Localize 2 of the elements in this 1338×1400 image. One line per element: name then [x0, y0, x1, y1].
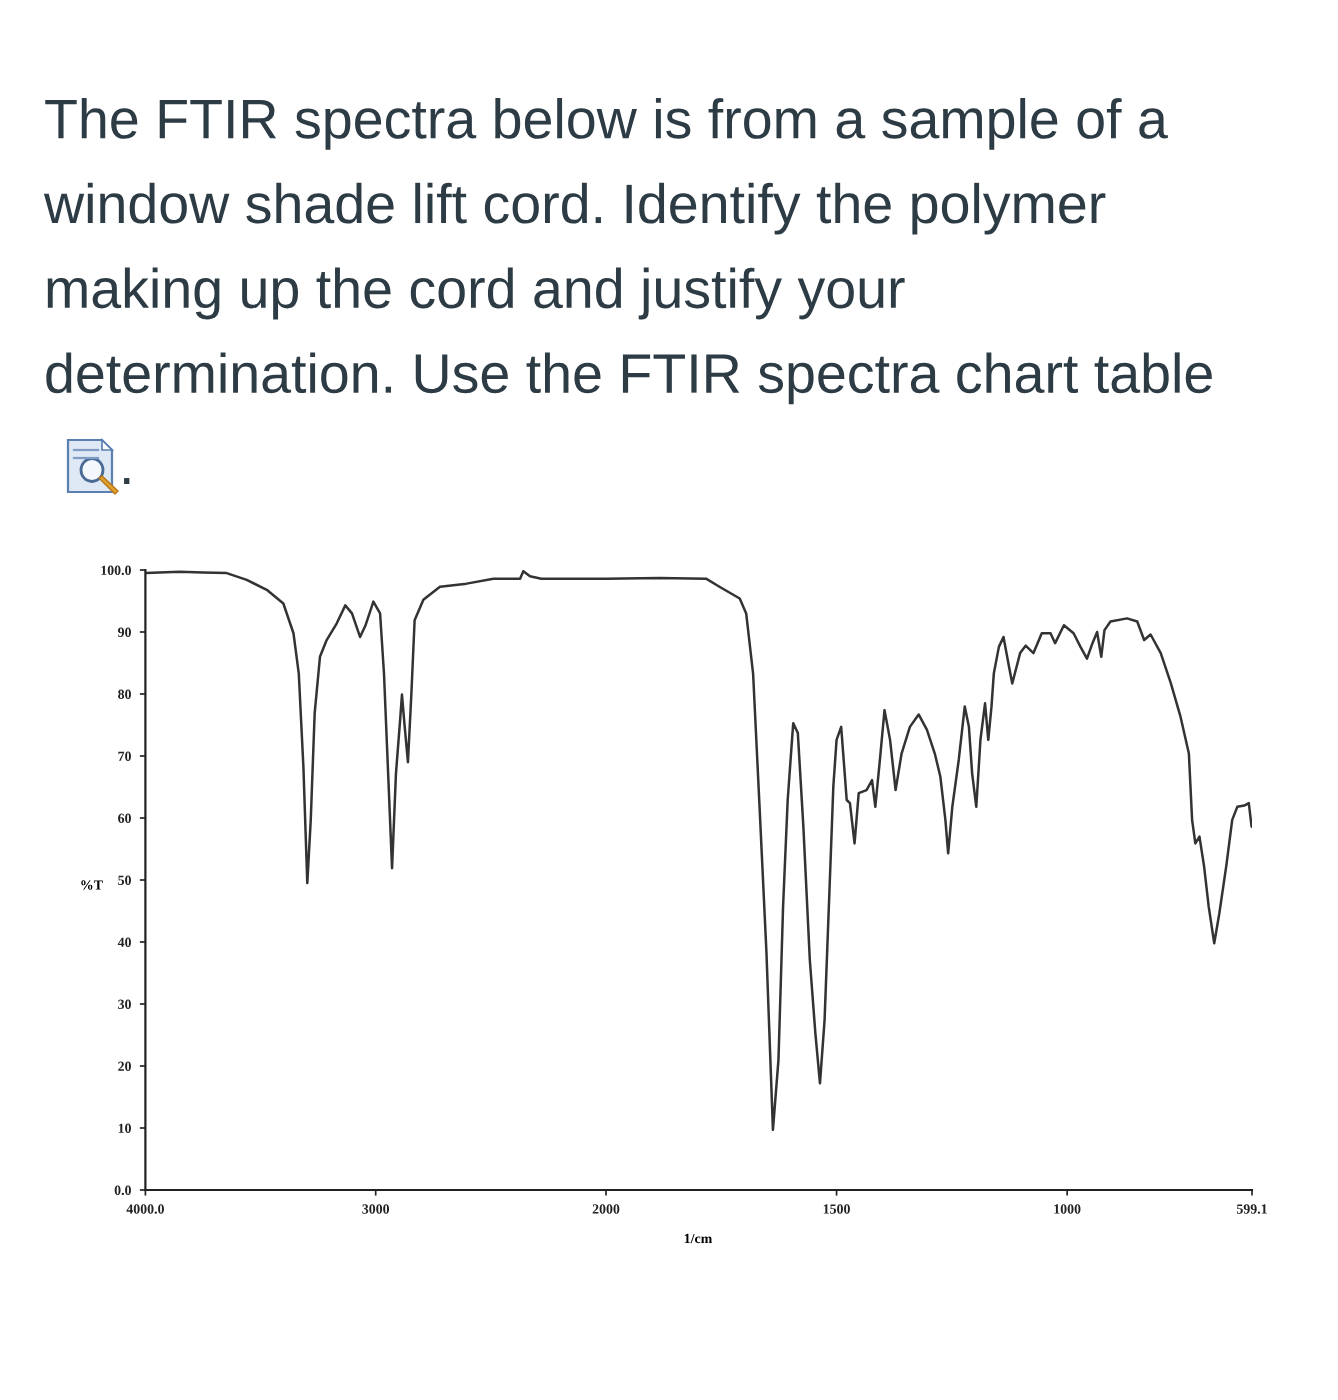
text: . [124, 478, 130, 484]
chart-title: The FTIR spectra below is from a sample of a window shade lift cord. Identify the polymer making up the cord and justify your determination. Use the FTIR spectra chart table [43, 98, 1212, 405]
